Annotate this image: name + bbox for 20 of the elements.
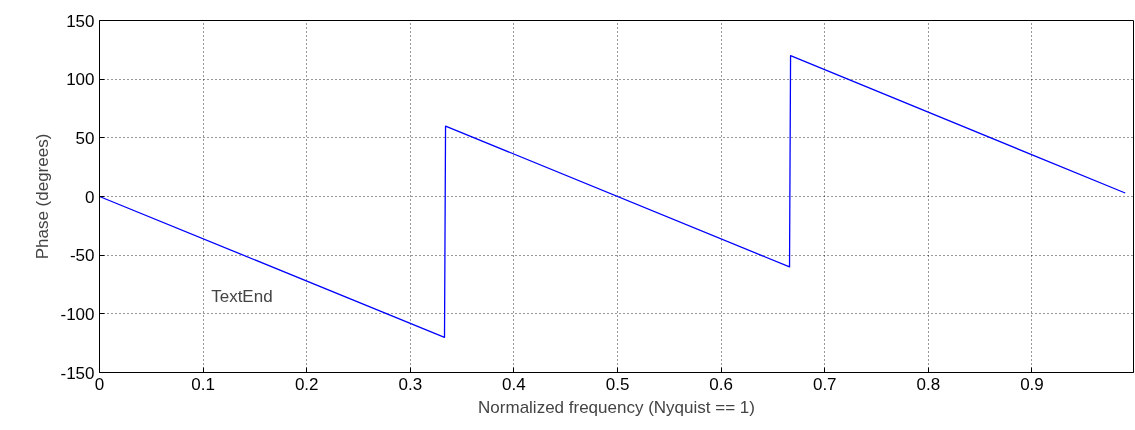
y-tick-label: 100 bbox=[66, 70, 95, 90]
y-tick-label: 150 bbox=[66, 11, 95, 31]
x-axis-title: Normalized frequency (Nyquist == 1) bbox=[478, 397, 755, 417]
line-series bbox=[99, 55, 1126, 338]
y-tick-label: -150 bbox=[60, 363, 95, 383]
y-tick-label: 50 bbox=[75, 128, 95, 148]
y-axis-title: Phase (degrees) bbox=[33, 133, 53, 260]
x-tick-label: 0.4 bbox=[502, 374, 526, 394]
x-tick-label: 0.9 bbox=[1020, 374, 1044, 394]
x-tick-label: 0.5 bbox=[605, 374, 630, 394]
x-tick-label: 0.7 bbox=[812, 374, 837, 394]
x-tick-label: 0.3 bbox=[398, 374, 423, 394]
x-tick-label: 0.2 bbox=[294, 374, 319, 394]
x-tick-label: 0.1 bbox=[191, 374, 215, 394]
y-tick-label: -100 bbox=[60, 304, 95, 324]
annotation: TextEnd bbox=[211, 286, 273, 306]
x-tick-label: 0.6 bbox=[709, 374, 733, 394]
y-tick-label: 0 bbox=[85, 187, 95, 207]
x-tick-label: 0.8 bbox=[916, 374, 941, 394]
y-tick-label: -50 bbox=[69, 246, 95, 266]
